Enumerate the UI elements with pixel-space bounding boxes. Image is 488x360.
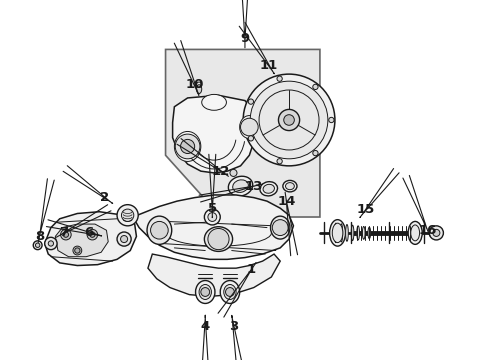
Polygon shape	[133, 195, 293, 259]
Ellipse shape	[350, 225, 353, 240]
Text: 11: 11	[259, 59, 277, 72]
Circle shape	[204, 209, 220, 225]
Text: 13: 13	[244, 180, 263, 193]
Circle shape	[36, 243, 40, 247]
Text: 5: 5	[207, 202, 216, 215]
Ellipse shape	[362, 226, 365, 239]
Circle shape	[117, 232, 131, 246]
Circle shape	[428, 226, 443, 240]
Ellipse shape	[196, 85, 202, 94]
Text: 8: 8	[35, 230, 44, 243]
Circle shape	[207, 229, 228, 249]
Ellipse shape	[339, 224, 342, 242]
Circle shape	[175, 134, 200, 159]
Circle shape	[276, 76, 282, 81]
Ellipse shape	[282, 180, 296, 192]
Circle shape	[121, 235, 127, 243]
Ellipse shape	[232, 180, 248, 193]
Text: 7: 7	[60, 226, 68, 239]
Polygon shape	[172, 95, 256, 173]
Text: 1: 1	[246, 264, 255, 276]
Ellipse shape	[204, 227, 232, 251]
Circle shape	[61, 229, 71, 240]
Text: 12: 12	[212, 165, 230, 177]
Ellipse shape	[407, 221, 421, 244]
Circle shape	[250, 81, 327, 159]
Circle shape	[312, 84, 317, 90]
Circle shape	[44, 237, 57, 249]
Circle shape	[432, 229, 439, 237]
Circle shape	[272, 220, 287, 235]
Ellipse shape	[220, 280, 239, 303]
Ellipse shape	[239, 116, 259, 139]
Ellipse shape	[410, 225, 419, 241]
Text: 16: 16	[417, 224, 436, 237]
Polygon shape	[44, 212, 136, 266]
Ellipse shape	[329, 220, 345, 246]
Circle shape	[33, 241, 42, 249]
Ellipse shape	[334, 223, 336, 243]
Circle shape	[89, 232, 95, 237]
Polygon shape	[55, 224, 108, 257]
Text: 6: 6	[84, 226, 93, 239]
Text: 15: 15	[356, 203, 374, 216]
Circle shape	[276, 159, 282, 164]
Ellipse shape	[147, 216, 171, 244]
Circle shape	[180, 139, 194, 153]
Ellipse shape	[224, 284, 236, 300]
Circle shape	[75, 248, 80, 253]
Text: 2: 2	[100, 191, 109, 204]
Ellipse shape	[260, 182, 277, 196]
Ellipse shape	[331, 223, 342, 243]
Circle shape	[248, 136, 253, 141]
Circle shape	[150, 221, 168, 239]
Circle shape	[201, 288, 209, 296]
Circle shape	[117, 205, 138, 226]
Ellipse shape	[285, 183, 294, 190]
Circle shape	[207, 213, 216, 221]
Circle shape	[229, 170, 237, 176]
Text: 10: 10	[185, 78, 203, 91]
Circle shape	[48, 241, 53, 246]
Ellipse shape	[195, 280, 215, 303]
Circle shape	[240, 118, 258, 136]
Text: 3: 3	[228, 320, 238, 333]
Polygon shape	[165, 49, 319, 217]
Ellipse shape	[367, 227, 370, 239]
Circle shape	[278, 109, 299, 131]
Circle shape	[328, 117, 333, 123]
Ellipse shape	[263, 184, 274, 193]
Ellipse shape	[356, 226, 359, 240]
Ellipse shape	[202, 94, 226, 110]
Ellipse shape	[174, 131, 201, 161]
Circle shape	[73, 246, 81, 255]
Ellipse shape	[270, 216, 289, 239]
Circle shape	[248, 99, 253, 104]
Circle shape	[225, 288, 234, 296]
Ellipse shape	[228, 176, 252, 196]
Text: 14: 14	[277, 195, 295, 208]
Circle shape	[63, 232, 68, 237]
Circle shape	[243, 74, 334, 166]
Ellipse shape	[199, 284, 211, 300]
Polygon shape	[147, 254, 280, 296]
Text: 9: 9	[240, 32, 249, 45]
Circle shape	[283, 115, 294, 125]
Ellipse shape	[345, 225, 347, 241]
Text: 4: 4	[200, 320, 209, 333]
Circle shape	[121, 209, 134, 221]
Circle shape	[312, 150, 317, 156]
Circle shape	[87, 229, 98, 240]
